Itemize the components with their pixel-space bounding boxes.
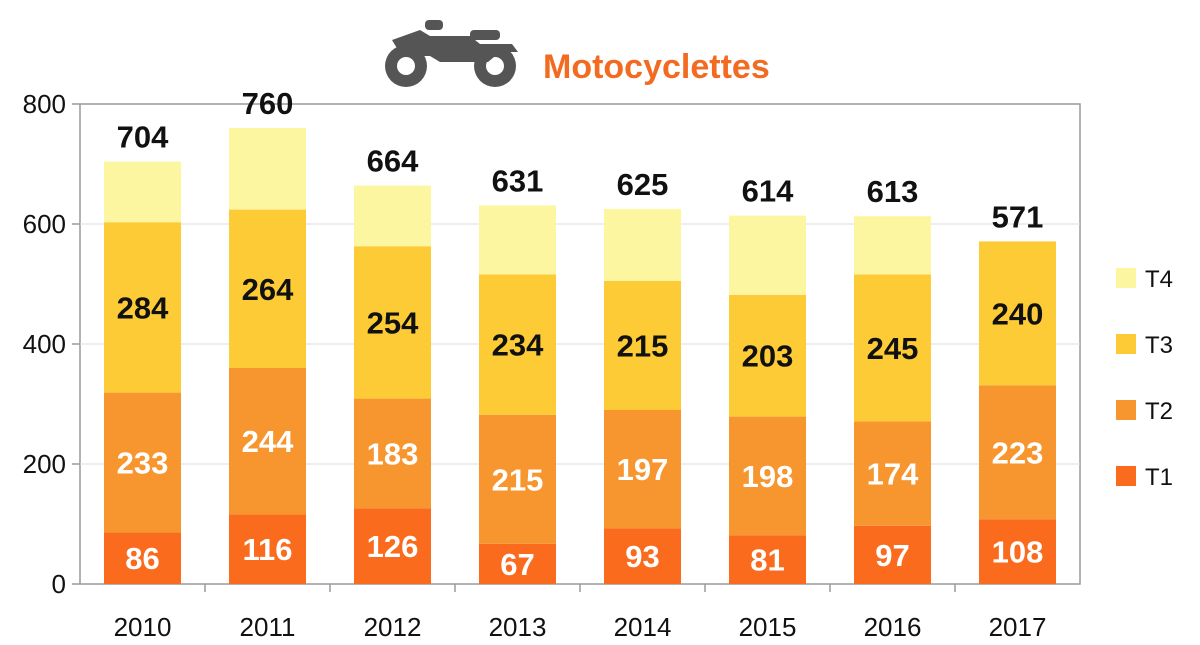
bar-segment-t3-2013: [479, 274, 556, 415]
data-label-t1-2014: 93: [625, 539, 659, 574]
data-label-t3-2011: 264: [242, 272, 294, 307]
bar-segment-t2-2017: [979, 385, 1056, 520]
x-tick-label: 2010: [114, 612, 172, 642]
data-label-t2-2012: 183: [367, 437, 419, 472]
total-label-2014: 625: [617, 167, 669, 202]
data-label-t1-2013: 67: [500, 547, 534, 582]
data-label-t2-2014: 197: [617, 452, 669, 487]
bar-segment-t1-2010: [104, 532, 181, 584]
bar-segment-t2-2014: [604, 410, 681, 529]
bar-segment-t4-2011: [229, 128, 306, 210]
data-label-t1-2017: 108: [992, 535, 1044, 570]
data-label-t1-2012: 126: [367, 529, 419, 564]
total-label-2016: 613: [867, 174, 919, 209]
data-label-t1-2011: 116: [242, 532, 292, 567]
data-label-t3-2013: 234: [492, 328, 544, 363]
data-label-t1-2010: 86: [125, 541, 159, 576]
total-label-2013: 631: [492, 163, 544, 198]
bar-segment-t2-2011: [229, 368, 306, 515]
chart-title: Motocyclettes: [543, 48, 770, 86]
x-tick-label: 2017: [989, 612, 1047, 642]
data-label-t2-2016: 174: [867, 457, 919, 492]
bar-segment-t1-2016: [854, 525, 931, 584]
legend-label-t2: T2: [1145, 398, 1173, 425]
y-tick-label: 200: [23, 449, 66, 479]
data-label-t2-2013: 215: [492, 462, 544, 497]
bar-segment-t1-2014: [604, 528, 681, 584]
bar-segment-t1-2012: [354, 508, 431, 584]
total-label-2017: 571: [992, 199, 1044, 234]
data-label-t1-2016: 97: [875, 538, 909, 573]
data-label-t3-2017: 240: [992, 296, 1044, 331]
data-label-t2-2011: 244: [242, 424, 294, 459]
data-label-t1-2015: 81: [750, 543, 784, 578]
data-label-t3-2010: 284: [117, 290, 169, 325]
y-tick-label: 0: [52, 569, 66, 599]
bar-segment-t2-2012: [354, 398, 431, 509]
data-label-t2-2010: 233: [117, 446, 169, 481]
x-tick-label: 2015: [739, 612, 797, 642]
total-label-2015: 614: [742, 174, 794, 209]
legend: T4 T3 T2 T1: [1116, 266, 1173, 491]
legend-swatch-t4: [1116, 268, 1136, 288]
bar-segment-t3-2011: [229, 209, 306, 368]
bar-segment-t3-2014: [604, 281, 681, 410]
x-tick-label: 2011: [240, 612, 296, 642]
bar-segment-t3-2015: [729, 294, 806, 417]
bar-segment-t3-2012: [354, 246, 431, 399]
bar-segment-t2-2015: [729, 416, 806, 536]
total-label-2010: 704: [117, 120, 169, 155]
x-tick-label: 2013: [489, 612, 547, 642]
bar-segment-t4-2014: [604, 209, 681, 281]
legend-label-t3: T3: [1145, 332, 1173, 359]
y-tick-label: 400: [23, 329, 66, 359]
data-label-t3-2016: 245: [867, 331, 919, 366]
data-label-t2-2015: 198: [742, 459, 794, 494]
bar-segment-t1-2017: [979, 519, 1056, 584]
x-tick-label: 2012: [364, 612, 422, 642]
legend-label-t4: T4: [1145, 266, 1173, 293]
data-label-t3-2014: 215: [617, 329, 669, 364]
data-label-t2-2017: 223: [992, 435, 1044, 470]
bar-segment-t3-2016: [854, 274, 931, 422]
legend-swatch-t1: [1116, 466, 1136, 486]
bar-segment-t1-2011: [229, 514, 306, 584]
x-tick-label: 2016: [864, 612, 922, 642]
bar-segment-t3-2010: [104, 222, 181, 393]
legend-swatch-t3: [1116, 334, 1136, 354]
motorcycle-icon: [385, 20, 518, 87]
legend-swatch-t2: [1116, 400, 1136, 420]
x-tick-label: 2014: [614, 612, 672, 642]
y-tick-label: 600: [23, 209, 66, 239]
bar-segment-t1-2015: [729, 535, 806, 584]
data-label-t3-2015: 203: [742, 339, 794, 374]
y-tick-label: 800: [23, 89, 66, 119]
bar-segment-t4-2013: [479, 205, 556, 275]
bar-segment-t4-2016: [854, 216, 931, 275]
total-label-2011: 760: [242, 86, 294, 121]
bar-segment-t4-2010: [104, 161, 181, 223]
data-label-t3-2012: 254: [367, 305, 419, 340]
bar-segment-t2-2016: [854, 421, 931, 526]
legend-label-t1: T1: [1145, 464, 1173, 491]
bar-segment-t4-2012: [354, 185, 431, 247]
total-label-2012: 664: [367, 144, 419, 179]
bar-segment-t2-2010: [104, 392, 181, 533]
bar-segment-t1-2013: [479, 543, 556, 584]
bar-segment-t2-2013: [479, 414, 556, 544]
bar-segment-t4-2015: [729, 215, 806, 295]
bar-segment-t3-2017: [979, 241, 1056, 386]
